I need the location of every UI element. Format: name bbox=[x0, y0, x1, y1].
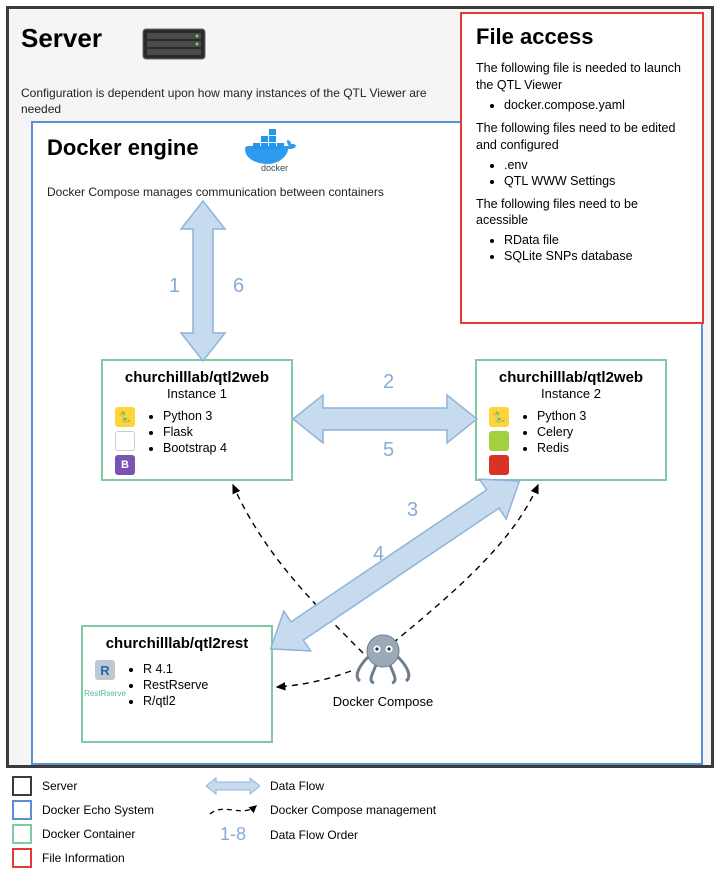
flow-label-1: 1 bbox=[169, 275, 180, 298]
file-access-list1: docker.compose.yaml bbox=[476, 98, 690, 112]
list-item: .env bbox=[504, 158, 690, 172]
legend-label: Data Flow bbox=[270, 779, 324, 793]
flow-label-3: 3 bbox=[407, 499, 418, 522]
legend-label: Docker Container bbox=[42, 827, 135, 841]
diagram-canvas: Server Configuration is dependent upon h… bbox=[0, 0, 720, 871]
docker-compose-node: Docker Compose bbox=[323, 627, 443, 709]
file-access-list2: .env QTL WWW Settings bbox=[476, 158, 690, 188]
legend-dashed-icon bbox=[206, 800, 260, 820]
list-item: docker.compose.yaml bbox=[504, 98, 690, 112]
legend-order-symbol: 1-8 bbox=[206, 824, 260, 845]
legend-ecosystem: Docker Echo System bbox=[12, 800, 154, 820]
file-access-p3: The following files need to be acessible bbox=[476, 196, 690, 230]
file-access-title: File access bbox=[476, 24, 690, 50]
list-item: RData file bbox=[504, 233, 690, 247]
file-access-p1: The following file is needed to launch t… bbox=[476, 60, 690, 94]
legend-label: Server bbox=[42, 779, 77, 793]
legend-container: Docker Container bbox=[12, 824, 135, 844]
legend-dataflow: Data Flow bbox=[206, 776, 324, 796]
legend-management: Docker Compose management bbox=[206, 800, 436, 820]
list-item: QTL WWW Settings bbox=[504, 174, 690, 188]
file-access-box: File access The following file is needed… bbox=[460, 12, 704, 324]
file-access-p2: The following files need to be edited an… bbox=[476, 120, 690, 154]
legend-square-icon bbox=[12, 824, 32, 844]
flow-label-5: 5 bbox=[383, 439, 394, 462]
octopus-icon bbox=[348, 627, 418, 685]
list-item: SQLite SNPs database bbox=[504, 249, 690, 263]
legend-order: 1-8 Data Flow Order bbox=[206, 824, 358, 845]
legend-square-icon bbox=[12, 776, 32, 796]
docker-compose-label: Docker Compose bbox=[323, 694, 443, 709]
legend-label: Data Flow Order bbox=[270, 828, 358, 842]
legend-square-icon bbox=[12, 800, 32, 820]
legend-dataflow-icon bbox=[206, 776, 260, 796]
legend-label: Docker Compose management bbox=[270, 803, 436, 817]
legend-server: Server bbox=[12, 776, 77, 796]
file-access-list3: RData file SQLite SNPs database bbox=[476, 233, 690, 263]
legend-label: File Information bbox=[42, 851, 125, 865]
legend-label: Docker Echo System bbox=[42, 803, 154, 817]
flow-label-2: 2 bbox=[383, 371, 394, 394]
server-title: Server bbox=[21, 23, 102, 54]
server-hardware-icon bbox=[139, 23, 209, 65]
server-description: Configuration is dependent upon how many… bbox=[21, 85, 451, 117]
flow-label-6: 6 bbox=[233, 275, 244, 298]
legend: Server Docker Echo System Docker Contain… bbox=[6, 776, 714, 866]
legend-square-icon bbox=[12, 848, 32, 868]
flow-label-4: 4 bbox=[373, 543, 384, 566]
legend-fileinfo: File Information bbox=[12, 848, 125, 868]
